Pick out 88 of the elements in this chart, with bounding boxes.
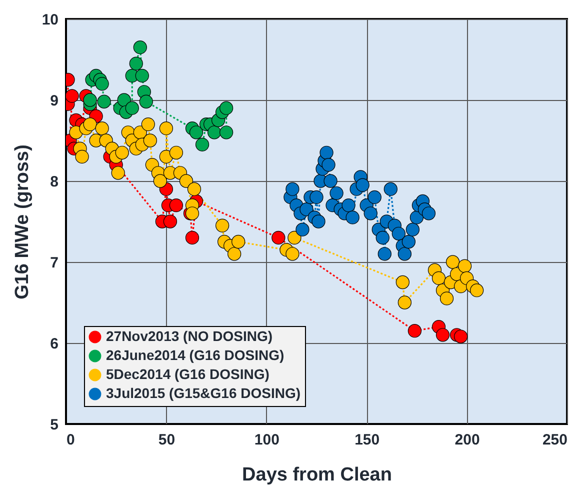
point	[220, 101, 234, 115]
point	[436, 328, 450, 342]
point	[228, 247, 242, 261]
point	[169, 146, 184, 160]
x-tick-label: 200	[454, 432, 480, 448]
point	[207, 126, 222, 140]
point	[312, 214, 326, 228]
point	[189, 126, 204, 140]
point	[410, 210, 424, 224]
point	[454, 330, 468, 344]
point	[342, 198, 356, 212]
y-axis-title: G16 MWe (gross)	[12, 144, 33, 300]
point	[384, 182, 398, 196]
point	[159, 122, 174, 136]
point	[346, 210, 360, 224]
point	[185, 230, 200, 245]
point	[320, 146, 334, 160]
point	[125, 101, 139, 115]
point	[215, 218, 230, 232]
point	[396, 275, 410, 290]
point	[310, 190, 324, 204]
point	[75, 150, 89, 164]
point	[376, 230, 390, 245]
point	[272, 230, 286, 245]
y-tick-label: 7	[50, 254, 58, 272]
point	[133, 40, 147, 54]
point	[356, 178, 370, 192]
point	[83, 93, 97, 107]
point	[364, 206, 378, 220]
point	[408, 324, 422, 338]
point	[398, 247, 412, 261]
point	[117, 93, 131, 107]
y-tick-label: 10	[42, 12, 58, 28]
point	[163, 214, 178, 228]
point	[458, 259, 472, 273]
x-tick-label: 250	[542, 432, 568, 448]
point	[288, 230, 302, 245]
point	[470, 284, 484, 298]
point	[402, 234, 416, 249]
point	[179, 174, 194, 188]
legend-label: 3Jul2015 (G15&G16 DOSING)	[106, 385, 301, 401]
point	[95, 76, 109, 91]
point	[83, 117, 97, 132]
point	[296, 222, 310, 236]
point	[115, 146, 129, 160]
point	[324, 174, 338, 188]
point	[368, 190, 382, 204]
point	[286, 247, 300, 261]
point	[432, 271, 446, 286]
point	[95, 122, 109, 136]
point	[187, 182, 202, 196]
point	[398, 296, 412, 310]
x-tick-label: 150	[354, 432, 380, 448]
point	[286, 182, 300, 196]
point	[406, 222, 420, 236]
point	[392, 226, 406, 240]
point	[129, 56, 143, 70]
point	[300, 202, 314, 216]
point	[139, 94, 153, 108]
point	[97, 94, 111, 108]
y-tick-label: 8	[50, 174, 58, 190]
x-tick-label: 50	[158, 432, 176, 448]
point	[232, 234, 246, 249]
legend-label: 27Nov2013 (NO DOSING)	[106, 328, 272, 344]
point	[143, 134, 157, 148]
y-tick-label: 5	[50, 416, 58, 434]
point	[153, 174, 168, 188]
point	[135, 68, 149, 83]
x-axis-title: Days from Clean	[242, 464, 392, 486]
point	[141, 117, 155, 132]
point	[322, 158, 336, 172]
point	[111, 166, 125, 180]
legend-label: 5Dec2014 (G16 DOSING)	[106, 366, 270, 382]
x-tick-label: 100	[254, 432, 280, 448]
x-tick-label: 0	[66, 432, 75, 448]
y-tick-label: 6	[50, 336, 58, 352]
point	[440, 292, 454, 306]
point	[195, 138, 210, 152]
point	[422, 206, 436, 220]
point	[330, 186, 344, 200]
point	[69, 126, 83, 140]
point	[446, 255, 460, 269]
y-tick-label: 9	[50, 92, 58, 110]
point	[169, 198, 184, 212]
point	[378, 247, 392, 261]
legend-label: 26June2014 (G16 DOSING)	[106, 347, 284, 363]
point	[66, 89, 79, 103]
point	[220, 126, 234, 140]
